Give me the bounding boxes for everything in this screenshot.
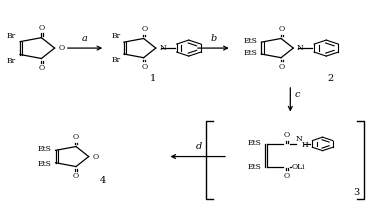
Text: O: O xyxy=(73,172,79,180)
Text: O: O xyxy=(38,64,45,72)
Text: O: O xyxy=(279,25,285,33)
Text: O: O xyxy=(93,153,99,160)
Text: 1: 1 xyxy=(150,74,156,83)
Text: 3: 3 xyxy=(353,188,360,197)
Text: N: N xyxy=(159,44,166,52)
Text: Br: Br xyxy=(111,56,120,64)
Text: 4: 4 xyxy=(100,176,106,185)
Text: O: O xyxy=(141,25,148,33)
Text: N: N xyxy=(296,135,302,143)
Text: EtS: EtS xyxy=(244,37,258,45)
Text: a: a xyxy=(82,34,88,43)
Text: OLi: OLi xyxy=(292,163,305,171)
Text: N: N xyxy=(297,44,304,52)
Text: Br: Br xyxy=(111,32,120,40)
Text: 2: 2 xyxy=(328,74,334,83)
Text: d: d xyxy=(195,142,202,151)
Text: Br: Br xyxy=(7,57,16,65)
Text: EtS: EtS xyxy=(37,145,51,153)
Text: O: O xyxy=(279,63,285,71)
Text: b: b xyxy=(210,34,216,43)
Text: O: O xyxy=(141,63,148,71)
Text: c: c xyxy=(294,90,300,99)
Text: EtS: EtS xyxy=(37,160,51,168)
Text: Br: Br xyxy=(7,32,16,40)
Text: H: H xyxy=(301,141,308,149)
Text: O: O xyxy=(284,172,290,180)
Text: EtS: EtS xyxy=(244,49,258,57)
Text: O: O xyxy=(284,131,290,139)
Text: O: O xyxy=(73,133,79,141)
Text: O: O xyxy=(59,44,65,52)
Text: O: O xyxy=(38,24,45,32)
Text: EtS: EtS xyxy=(248,139,262,148)
Text: EtS: EtS xyxy=(248,163,262,171)
